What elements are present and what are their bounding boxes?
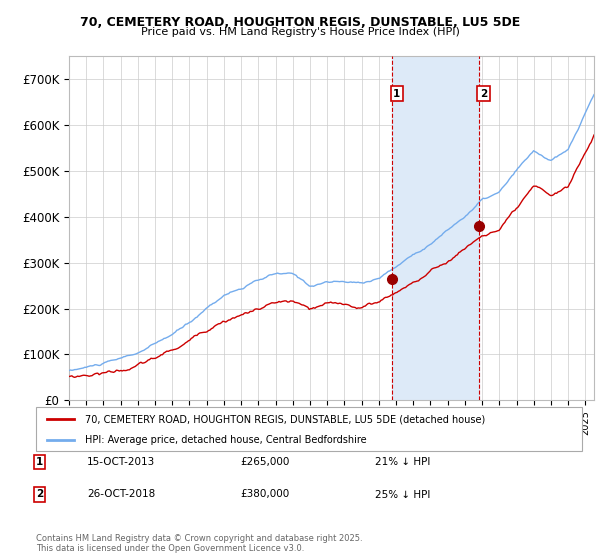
Text: £380,000: £380,000 (240, 489, 289, 500)
Text: 26-OCT-2018: 26-OCT-2018 (87, 489, 155, 500)
Bar (392, 56, 479, 400)
Text: Contains HM Land Registry data © Crown copyright and database right 2025.
This d: Contains HM Land Registry data © Crown c… (36, 534, 362, 553)
Text: 15-OCT-2013: 15-OCT-2013 (87, 457, 155, 467)
Text: 1: 1 (393, 88, 401, 99)
Text: 2: 2 (36, 489, 43, 500)
Text: £265,000: £265,000 (240, 457, 289, 467)
Text: 2: 2 (480, 88, 487, 99)
Text: HPI: Average price, detached house, Central Bedfordshire: HPI: Average price, detached house, Cent… (85, 435, 367, 445)
Text: 25% ↓ HPI: 25% ↓ HPI (375, 489, 430, 500)
Text: 1: 1 (36, 457, 43, 467)
Text: 70, CEMETERY ROAD, HOUGHTON REGIS, DUNSTABLE, LU5 5DE: 70, CEMETERY ROAD, HOUGHTON REGIS, DUNST… (80, 16, 520, 29)
Text: 70, CEMETERY ROAD, HOUGHTON REGIS, DUNSTABLE, LU5 5DE (detached house): 70, CEMETERY ROAD, HOUGHTON REGIS, DUNST… (85, 414, 485, 424)
Text: 21% ↓ HPI: 21% ↓ HPI (375, 457, 430, 467)
Text: Price paid vs. HM Land Registry's House Price Index (HPI): Price paid vs. HM Land Registry's House … (140, 27, 460, 37)
